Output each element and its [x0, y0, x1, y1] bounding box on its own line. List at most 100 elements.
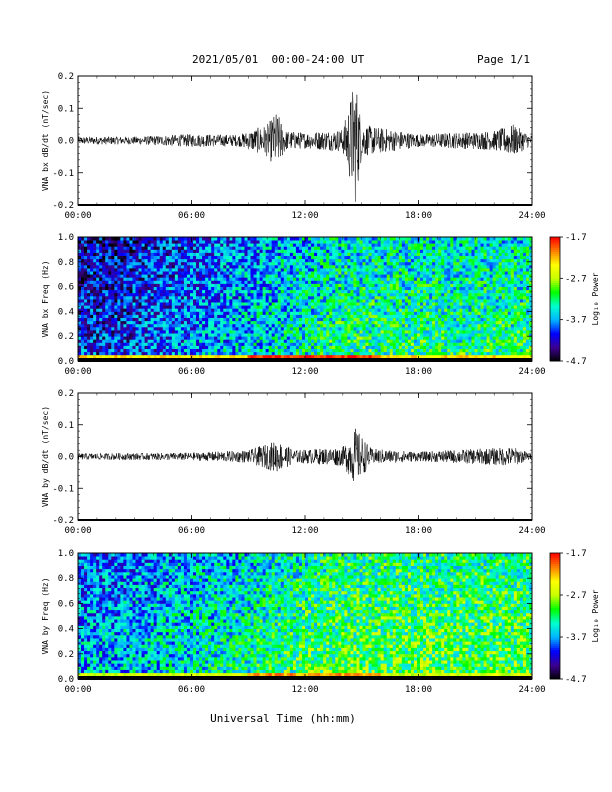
spectrogram-cell — [423, 268, 427, 272]
spectrogram-cell — [389, 330, 394, 334]
spectrogram-cell — [359, 249, 363, 253]
spectrogram-cell — [386, 351, 391, 356]
spectrogram-cell — [301, 348, 306, 353]
spectrogram-cell — [395, 283, 400, 287]
spectrogram-cell — [295, 237, 300, 241]
spectrogram-cell — [326, 240, 330, 244]
spectrogram-cell — [189, 330, 194, 334]
spectrogram-cell — [347, 289, 351, 294]
spectrogram-cell — [138, 330, 142, 334]
spectrogram-cell — [311, 317, 315, 322]
spectrogram-cell — [96, 264, 100, 269]
spectrogram-cell — [347, 277, 351, 281]
spectrogram-cell — [368, 342, 372, 346]
spectrogram-cell — [259, 323, 264, 328]
spectrogram-cell — [126, 271, 130, 275]
spectrogram-cell — [395, 308, 400, 312]
spectrogram-cell — [244, 261, 248, 266]
spectrogram-cell — [189, 305, 194, 309]
spectrogram-cell — [341, 243, 345, 247]
spectrogram-cell — [144, 292, 149, 297]
spectrogram-cell — [135, 351, 139, 356]
spectrogram-cell — [168, 286, 173, 291]
spectrogram-cell — [217, 330, 221, 334]
spectrogram-cell — [199, 280, 203, 284]
spectrogram-cell — [226, 286, 230, 291]
spectrogram-cell — [265, 348, 270, 353]
spectrogram-cell — [404, 283, 409, 287]
spectrogram-cell — [280, 308, 285, 312]
spectrogram-cell — [229, 330, 233, 334]
spectrogram-cell — [326, 280, 330, 284]
spectrogram-cell — [129, 326, 133, 331]
spectrogram-cell — [407, 326, 412, 331]
spectrogram-cell — [380, 302, 385, 306]
spectrogram-cell — [398, 283, 403, 287]
spectrogram-cell — [432, 258, 436, 263]
spectrogram-cell — [256, 348, 260, 353]
spectrogram-cell — [150, 255, 155, 260]
spectrogram-cell — [93, 268, 97, 272]
spectrogram-cell — [295, 314, 300, 318]
spectrogram-cell — [344, 317, 348, 322]
spectrogram-cell — [108, 274, 112, 278]
spectrogram-cell — [395, 277, 400, 281]
spectrogram-cell — [432, 255, 436, 260]
spectrogram-cell — [177, 302, 182, 306]
spectrogram-cell — [423, 326, 427, 331]
spectrogram-cell — [189, 255, 194, 260]
spectrogram-cell — [211, 264, 215, 269]
spectrogram-cell — [435, 305, 439, 309]
spectrogram-cell — [132, 264, 136, 269]
spectrogram-cell — [229, 252, 233, 256]
spectrogram-cell — [271, 243, 276, 247]
spectrogram-cell — [81, 305, 85, 309]
spectrogram-cell — [416, 255, 421, 260]
spectrogram-cell — [377, 246, 382, 250]
spectrogram-cell — [271, 339, 276, 343]
spectrogram-cell — [308, 317, 312, 322]
spectrogram-cell — [356, 240, 360, 244]
spectrogram-cell — [268, 302, 273, 306]
spectrogram-cell — [329, 243, 333, 247]
spectrogram-cell — [392, 330, 397, 334]
spectrogram-cell — [265, 261, 270, 266]
spectrogram-cell — [389, 274, 394, 278]
spectrogram-cell — [120, 342, 124, 346]
spectrogram-cell — [407, 283, 412, 287]
spectrogram-cell — [368, 299, 372, 303]
spectrogram-cell — [196, 261, 200, 266]
spectrogram-cell — [432, 302, 436, 306]
spectrogram-cell — [298, 348, 303, 353]
spectrogram-cell — [99, 330, 103, 334]
spectrogram-cell — [413, 342, 418, 346]
spectrogram-cell — [407, 305, 412, 309]
spectrogram-cell — [99, 246, 103, 250]
spectrogram-cell — [416, 348, 421, 353]
spectrogram-cell — [404, 286, 409, 291]
spectrogram-cell — [283, 326, 288, 331]
spectrogram-cell — [420, 283, 424, 287]
spectrogram-cell — [286, 295, 291, 300]
spectrogram-cell — [153, 317, 158, 322]
spectrogram-cell — [226, 289, 230, 294]
spectrogram-cell — [111, 295, 115, 300]
spectrogram-cell — [429, 348, 433, 353]
spectrogram-cell — [314, 261, 318, 266]
spectrogram-cell — [280, 289, 285, 294]
spectrogram-cell — [250, 348, 254, 353]
spectrogram-cell — [344, 320, 348, 325]
spectrogram-cell — [401, 295, 406, 300]
spectrogram-cell — [323, 246, 327, 250]
spectrogram-cell — [111, 308, 115, 312]
spectrogram-cell — [262, 292, 267, 297]
spectrogram-cell — [141, 314, 145, 318]
spectrogram-cell — [262, 311, 267, 315]
spectrogram-cell — [144, 308, 149, 312]
spectrogram-cell — [277, 317, 282, 322]
spectrogram-cell — [108, 317, 112, 322]
spectrogram-cell — [205, 277, 209, 281]
spectrogram-cell — [298, 246, 303, 250]
spectrogram-cell — [301, 246, 306, 250]
spectrogram-cell — [126, 277, 130, 281]
